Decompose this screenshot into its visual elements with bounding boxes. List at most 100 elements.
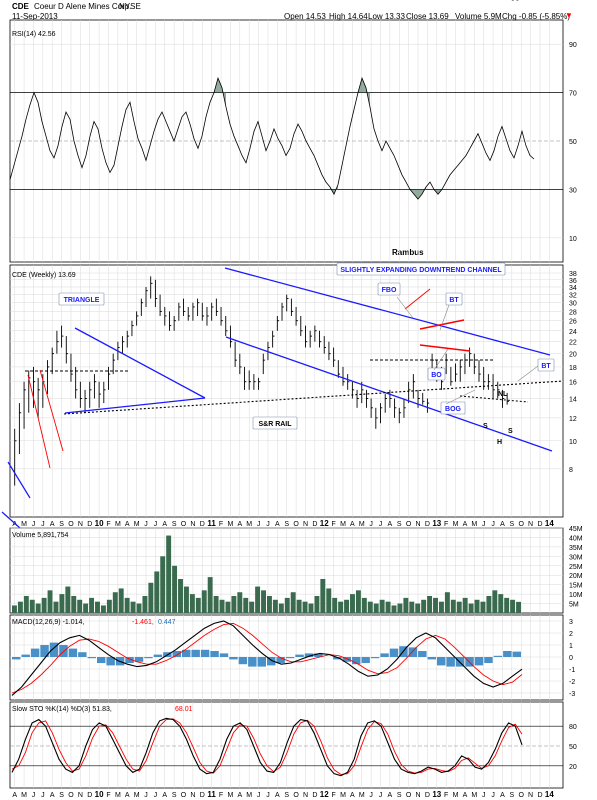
sr-rail-label: S&R RAIL [258,421,292,428]
bottom-x-tick-label: A [463,792,468,799]
rsi-tick-label: 50 [569,139,577,146]
volume-bar [118,588,124,613]
volume-bar [160,556,166,613]
price-x-tick-label: F [106,521,110,528]
volume-bar [284,597,290,613]
price-x-tick-label: A [50,521,55,528]
triangle-label-box [58,292,105,306]
rsi-tick-label: 30 [569,187,577,194]
price-tick-label: 8 [569,467,573,474]
volume-bar [332,597,338,613]
bottom-x-tick-label: S [59,792,64,799]
volume-bar [510,599,516,613]
volume-bar [231,596,237,613]
macd-histogram-bar [427,657,436,660]
left-downtrend-line-2 [1,511,21,529]
volume-bar [456,601,462,613]
macd-histogram-bar [182,649,191,657]
volume-bar [41,597,47,613]
price-x-tick-label: N [528,521,533,528]
bottom-x-tick-label: M [134,792,140,799]
rsi-extreme-fill [218,78,222,93]
macd-histogram-bar [484,657,493,663]
volume-bar [201,590,207,613]
quote-volume: Volume 5.9M [455,12,502,21]
bottom-x-tick-label: A [237,792,242,799]
triangle-upper-line [74,327,206,399]
bt2-label-box [537,358,555,372]
macd-histogram-bar [87,657,96,659]
macd-histogram-bar [333,657,342,660]
macd-legend-hist: 0.447 [158,619,176,626]
bottom-x-tick-label: S [397,792,402,799]
macd-histogram-bar [30,648,40,657]
macd-histogram-bar [248,657,257,667]
price-x-tick-label: M [471,521,477,528]
volume-tick-label: 20M [569,573,583,580]
bottom-x-tick-label: A [125,792,130,799]
bottom-x-tick-label: 12 [320,790,329,799]
price-tick-label: 32 [569,293,577,300]
price-x-tick-label: 13 [432,519,441,528]
volume-bar [480,601,486,613]
volume-bar [444,592,450,613]
price-tick-label: 36 [569,278,577,285]
stochastic-legend-d: 68.01 [175,706,193,713]
volume-bar [255,586,261,613]
macd-histogram-bar [49,642,59,657]
bottom-x-tick-label: O [293,792,299,799]
macd-histogram-bar [389,648,399,657]
left-downtrend-line [7,461,31,499]
macd-legend: MACD(12,26,9) -1.014, [12,619,84,626]
volume-bar [385,601,391,613]
bottom-x-tick-label: J [154,792,158,799]
macd-histogram-bar [512,651,521,657]
red-fbo-line [404,288,431,310]
bog-pointer [445,389,476,405]
volume-bar [142,596,148,613]
bottom-x-tick-label: D [87,792,92,799]
bottom-x-tick-label: 11 [207,790,216,799]
volume-bar [272,599,278,613]
bottom-x-tick-label: N [303,792,308,799]
price-legend: CDE (Weekly) 13.69 [12,272,76,279]
macd-histogram-bar [21,654,30,657]
price-x-tick-label: M [340,521,346,528]
macd-histogram-bar [106,657,115,666]
volume-bar [474,599,480,613]
volume-tick-label: 30M [569,554,583,561]
price-tick-label: 22 [569,340,577,347]
sr-rail-label-box [252,416,298,430]
macd-histogram-bar [153,654,163,657]
bog-label-box [440,401,466,415]
price-x-tick-label: J [369,521,373,528]
bottom-x-tick-label: 10 [95,790,104,799]
bottom-x-tick-label: M [471,792,477,799]
stochastic-legend: Slow STO %K(14) %D(3) 51.83, [12,706,112,713]
volume-bar [172,565,178,613]
macd-histogram-bar [191,649,200,657]
bottom-x-tick-label: D [200,792,205,799]
macd-histogram-bar [503,651,512,657]
red-bt-line-2 [419,344,471,352]
stochastic-tick-label: 20 [569,764,577,771]
bottom-x-tick-label: J [482,792,486,799]
quote-open: Open 14.53 [284,12,326,21]
channel-label-box [336,262,506,276]
macd-histogram-bar [474,657,484,666]
volume-bar [207,577,213,613]
macd-histogram-bar [68,648,78,657]
volume-bar [498,594,504,613]
price-x-tick-label: M [228,521,234,528]
bottom-x-tick-label: F [106,792,110,799]
price-x-tick-label: N [190,521,195,528]
neckline [459,395,529,403]
macd-histogram-bar [408,647,418,657]
volume-bar [100,605,106,613]
price-x-tick-label: S [397,521,402,528]
price-x-tick-label: J [154,521,158,528]
macd-tick-label: 0 [569,655,573,662]
volume-bar [492,590,498,613]
bottom-x-tick-label: S [284,792,289,799]
price-x-tick-label: 12 [320,519,329,528]
